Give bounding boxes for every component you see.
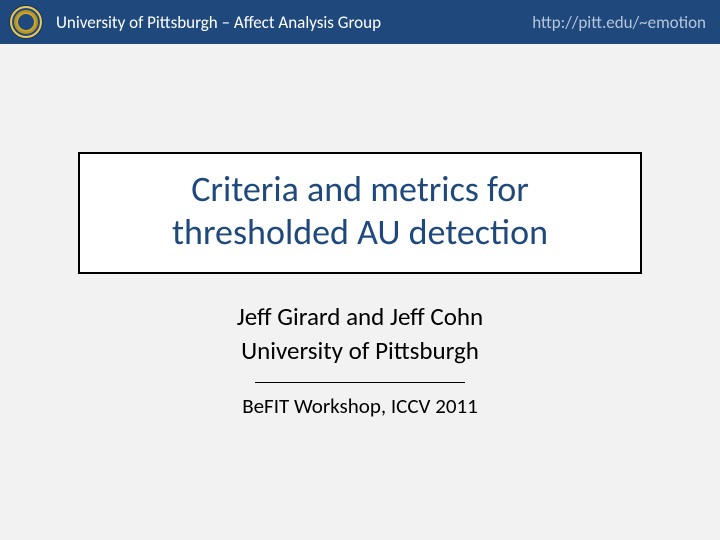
authors-block: Jeff Girard and Jeff Cohn University of … xyxy=(237,300,483,368)
title-line-2: thresholded AU detection xyxy=(90,211,630,254)
author-affiliation: University of Pittsburgh xyxy=(237,334,483,368)
org-name: University of Pittsburgh – Affect Analys… xyxy=(56,12,532,33)
slide-content: Criteria and metrics for thresholded AU … xyxy=(0,44,720,540)
title-box: Criteria and metrics for thresholded AU … xyxy=(78,152,642,274)
venue-text: BeFIT Workshop, ICCV 2011 xyxy=(242,393,478,419)
header-url: http://pitt.edu/~emotion xyxy=(532,12,706,33)
university-seal-icon xyxy=(10,6,42,38)
divider-line xyxy=(255,382,465,383)
header-bar: University of Pittsburgh – Affect Analys… xyxy=(0,0,720,44)
title-line-1: Criteria and metrics for xyxy=(90,168,630,211)
author-names: Jeff Girard and Jeff Cohn xyxy=(237,300,483,334)
